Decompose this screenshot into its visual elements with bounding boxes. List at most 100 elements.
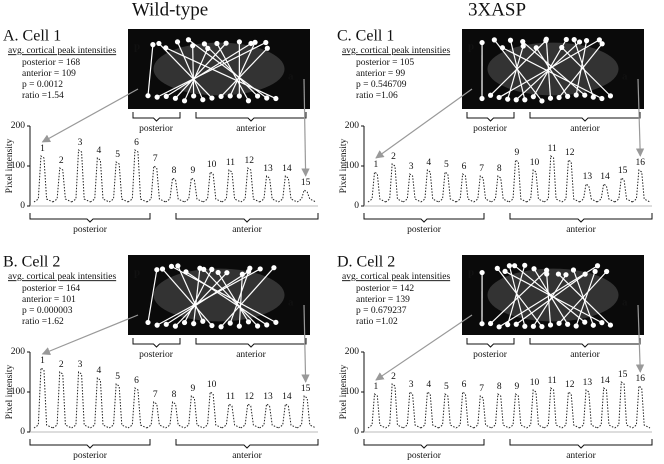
- bracket: [363, 439, 485, 449]
- trace-end: [571, 37, 577, 43]
- intensity-peak: [240, 403, 260, 429]
- trace-end: [522, 323, 528, 329]
- y-tick-label: 0: [20, 201, 25, 211]
- bracket: [132, 112, 181, 122]
- trace-end: [544, 271, 550, 277]
- trace-end: [479, 269, 485, 276]
- peak-label: 3: [409, 380, 414, 390]
- intensity-peak: [579, 389, 598, 429]
- peak-label: 3: [78, 138, 83, 148]
- trace-end: [505, 96, 511, 102]
- intensity-peak: [296, 395, 317, 429]
- trace-end: [565, 93, 571, 99]
- peak-label: 12: [565, 380, 575, 390]
- y-tick-label: 200: [11, 121, 26, 131]
- trace-line: [183, 48, 209, 102]
- stats-line: anterior = 109: [22, 69, 76, 79]
- trace-line: [193, 268, 201, 324]
- peak-label: 11: [548, 376, 557, 386]
- trace-end: [181, 319, 188, 326]
- intensity-peak: [420, 391, 439, 429]
- trace-end: [255, 93, 261, 99]
- chart-region: posterior: [73, 451, 108, 461]
- trace-end: [479, 321, 485, 327]
- peak-label: 4: [426, 158, 431, 168]
- peak-label: 8: [497, 164, 502, 174]
- trace-end: [599, 95, 605, 102]
- trace-line: [490, 269, 548, 324]
- trace-end: [563, 36, 569, 43]
- trace-end: [582, 319, 588, 325]
- trace-end: [596, 37, 602, 43]
- chart-region: anterior: [232, 451, 262, 461]
- image-region: posterior: [473, 350, 508, 360]
- trace-end: [159, 266, 166, 272]
- peak-label: 4: [426, 380, 431, 390]
- peak-label: 6: [462, 380, 467, 390]
- y-tick-label: 0: [354, 201, 359, 211]
- image-label-p: p: [468, 41, 474, 53]
- trace-end: [522, 97, 528, 103]
- image-label-a: a: [288, 71, 294, 83]
- trace-end: [172, 323, 178, 329]
- peak-label: 14: [282, 164, 292, 174]
- column-header: 3XASP: [468, 0, 526, 20]
- trace-end: [191, 321, 197, 327]
- intensity-peak: [184, 395, 204, 429]
- trace-end: [543, 36, 549, 42]
- trace-line: [558, 271, 608, 324]
- bracket: [509, 439, 653, 449]
- intensity-peak: [526, 389, 545, 429]
- peak-label: 12: [245, 156, 255, 166]
- trace-line: [508, 265, 526, 327]
- stats-line: ratio =1.54: [22, 91, 64, 101]
- trace-line: [220, 267, 275, 328]
- trace-line: [162, 268, 213, 326]
- peak-label: 5: [115, 372, 120, 382]
- trace-end: [185, 37, 192, 43]
- peak-label: 2: [391, 152, 396, 162]
- y-tick-label: 200: [345, 347, 360, 357]
- bracket: [195, 112, 307, 122]
- trace-line: [498, 39, 600, 98]
- peak-label: 14: [282, 392, 292, 402]
- trace-end: [479, 39, 485, 46]
- stats-line: posterior = 164: [22, 284, 80, 294]
- panel-label: B. Cell 2: [3, 254, 60, 271]
- trace-end: [201, 266, 207, 272]
- trace-end: [511, 263, 518, 269]
- peak-label: 11: [226, 392, 235, 402]
- intensity-peak: [71, 149, 91, 203]
- trace-line: [507, 265, 526, 325]
- image-label-p: p: [134, 41, 140, 53]
- trace-end: [264, 45, 270, 51]
- trace-end: [218, 93, 224, 100]
- peak-label: 13: [583, 172, 593, 182]
- y-tick-label: 100: [11, 387, 26, 397]
- intensity-peak: [543, 155, 563, 203]
- intensity-peak: [71, 371, 91, 429]
- trace-end: [236, 39, 242, 45]
- trace-end: [224, 270, 230, 276]
- intensity-peak: [420, 169, 439, 203]
- trace-end: [507, 37, 514, 43]
- intensity-peak: [202, 171, 223, 203]
- peak-label: 10: [530, 158, 540, 168]
- peak-label: 4: [96, 366, 101, 376]
- peak-label: 8: [172, 390, 177, 400]
- trace-end: [520, 43, 526, 49]
- trace-end: [487, 320, 494, 327]
- y-tick-label: 200: [345, 121, 360, 131]
- peak-label: 13: [263, 392, 273, 402]
- trace-line: [158, 43, 213, 99]
- column-header: Wild-type: [132, 0, 208, 20]
- trace-end: [271, 265, 277, 271]
- chart-region: anterior: [566, 451, 596, 461]
- trace-end: [175, 263, 181, 269]
- trace-end: [599, 41, 605, 47]
- intensity-peak: [579, 183, 598, 203]
- stats-line: anterior = 139: [356, 295, 410, 305]
- stats-line: ratio =1.62: [22, 317, 64, 327]
- intensity-peak: [491, 393, 510, 429]
- pointer-arrow: [635, 78, 645, 157]
